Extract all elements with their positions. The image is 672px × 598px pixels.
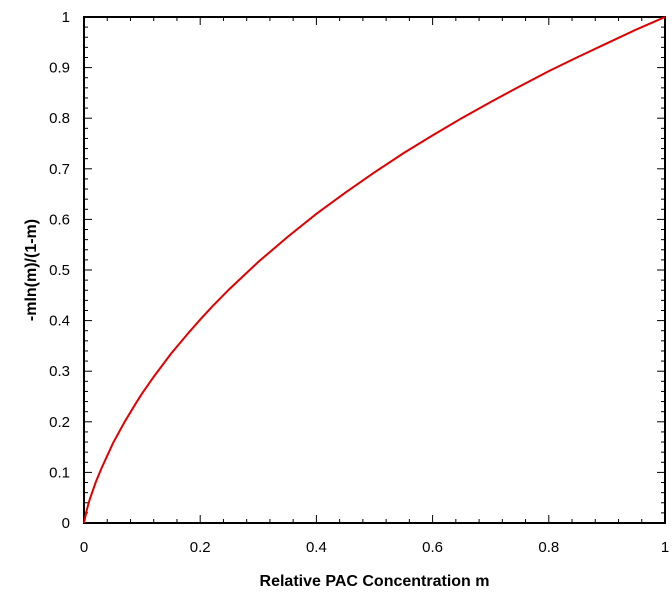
y-tick-label: 0.9	[49, 60, 70, 77]
y-tick-label: 0.7	[49, 161, 70, 178]
x-ticks	[83, 17, 666, 523]
y-tick-label: 0.5	[49, 262, 70, 279]
y-tick-label: 1	[62, 9, 70, 26]
x-tick-label: 1	[661, 539, 669, 556]
y-tick-label: 0.4	[49, 313, 70, 330]
x-tick-labels: 0 0.2 0.4 0.6 0.8 1	[80, 539, 669, 556]
y-tick-label: 0.1	[49, 464, 70, 481]
x-axis-title: Relative PAC Concentration m	[260, 573, 490, 590]
x-tick-label: 0.2	[190, 539, 211, 556]
y-axis-title: -mln(m)/(1-m)	[23, 219, 40, 321]
y-tick-label: 0.2	[49, 414, 70, 431]
y-tick-label: 0	[62, 515, 70, 532]
y-tick-label: 0.8	[49, 110, 70, 127]
y-ticks	[84, 16, 665, 524]
x-tick-label: 0.6	[422, 539, 443, 556]
x-tick-label: 0	[80, 539, 88, 556]
x-tick-label: 0.8	[538, 539, 559, 556]
plot-frame	[83, 16, 666, 524]
y-tick-label: 0.3	[49, 363, 70, 380]
x-tick-label: 0.4	[306, 539, 327, 556]
y-tick-label: 0.6	[49, 211, 70, 228]
series-line	[83, 16, 666, 524]
y-tick-labels: 0 0.1 0.2 0.3 0.4 0.5 0.6 0.7 0.8 0.9 1	[49, 9, 70, 532]
